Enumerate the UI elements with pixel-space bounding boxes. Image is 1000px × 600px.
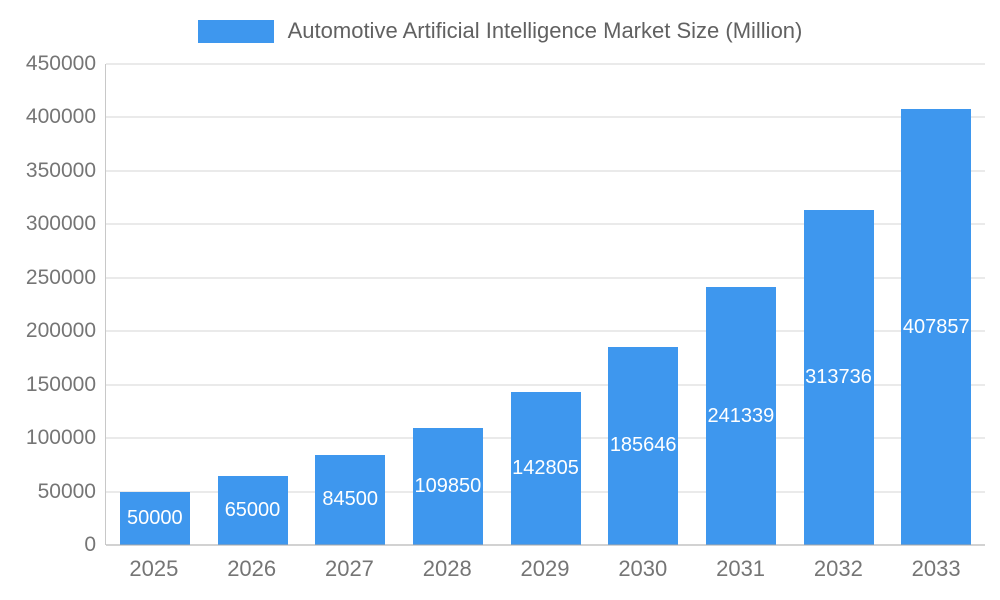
- gridline: [106, 63, 985, 65]
- gridline: [106, 223, 985, 225]
- x-axis-labels: 2025 2026 2027 2028 2029 2030 2031 2032 2033: [105, 556, 985, 582]
- bar-column-2027: 84500: [301, 64, 399, 545]
- bar-2032[interactable]: 313736: [803, 209, 874, 545]
- x-tick-label-2033: 2033: [911, 556, 961, 581]
- bar-2031[interactable]: 241339: [705, 287, 776, 545]
- y-tick-label-50000: 50000: [37, 479, 96, 503]
- bar-value-label-2025: 50000: [127, 506, 183, 529]
- bar-column-2031: 241339: [692, 64, 790, 545]
- x-tick-label-2025: 2025: [129, 556, 179, 581]
- bar-value-label-2031: 241339: [707, 404, 775, 427]
- bar-2026[interactable]: 65000: [217, 475, 288, 545]
- y-tick-label-400000: 400000: [25, 105, 96, 129]
- x-tick-label-2032: 2032: [813, 556, 863, 581]
- gridline: [106, 277, 985, 279]
- y-tick-label-0: 0: [84, 533, 96, 556]
- gridline: [106, 384, 985, 386]
- bar-column-2030: 185646: [594, 64, 692, 545]
- bar-column-2028: 109850: [399, 64, 497, 545]
- gridline: [106, 116, 985, 118]
- y-tick-label-350000: 350000: [25, 158, 96, 182]
- bar-column-2029: 142805: [497, 64, 595, 545]
- bar-value-label-2026: 65000: [224, 498, 281, 521]
- bar-column-2033: 407857: [887, 64, 985, 545]
- bar-column-2026: 65000: [204, 64, 302, 545]
- chart-title: Automotive Artificial Intelligence Marke…: [287, 18, 803, 43]
- bar-value-label-2033: 407857: [902, 315, 970, 338]
- bar-value-label-2028: 109850: [414, 474, 482, 497]
- legend-swatch-icon: [197, 19, 274, 43]
- bar-2025[interactable]: 50000: [119, 491, 190, 545]
- y-tick-label-200000: 200000: [25, 319, 96, 343]
- y-tick-label-100000: 100000: [25, 426, 96, 450]
- bar-value-label-2027: 84500: [322, 488, 378, 511]
- bar-2033[interactable]: 407857: [901, 109, 972, 545]
- y-tick-label-150000: 150000: [25, 372, 96, 396]
- bar-value-label-2030: 185646: [609, 434, 677, 457]
- x-tick-label-2030: 2030: [618, 556, 668, 581]
- gridline: [106, 330, 985, 332]
- bars-row: 50000 65000 84500 109850 142805 185646 241339 3…: [106, 64, 985, 545]
- y-axis-labels: 0 50000 100000 150000 200000 250000 300000 3500…: [0, 52, 96, 556]
- x-tick-label-2029: 2029: [520, 556, 570, 581]
- x-axis-line: [106, 544, 985, 546]
- bar-value-label-2029: 142805: [512, 457, 579, 480]
- plot-area: 50000 65000 84500 109850 142805 185646 241339 3…: [105, 63, 985, 546]
- x-tick-label-2028: 2028: [422, 556, 472, 581]
- bar-column-2025: 50000: [106, 64, 204, 545]
- bar-2030[interactable]: 185646: [608, 346, 679, 545]
- bar-2028[interactable]: 109850: [412, 427, 483, 545]
- y-tick-label-250000: 250000: [25, 265, 96, 289]
- gridline: [106, 170, 985, 172]
- x-tick-label-2031: 2031: [716, 556, 766, 581]
- bar-column-2032: 313736: [790, 64, 888, 545]
- x-tick-label-2027: 2027: [324, 556, 374, 581]
- bar-2027[interactable]: 84500: [315, 454, 386, 545]
- x-tick-label-2026: 2026: [227, 556, 277, 581]
- y-tick-label-450000: 450000: [25, 52, 96, 75]
- bar-value-label-2032: 313736: [805, 365, 872, 388]
- bar-2029[interactable]: 142805: [510, 392, 581, 545]
- y-tick-label-300000: 300000: [25, 212, 96, 236]
- chart-legend: Automotive Artificial Intelligence Marke…: [0, 16, 1000, 46]
